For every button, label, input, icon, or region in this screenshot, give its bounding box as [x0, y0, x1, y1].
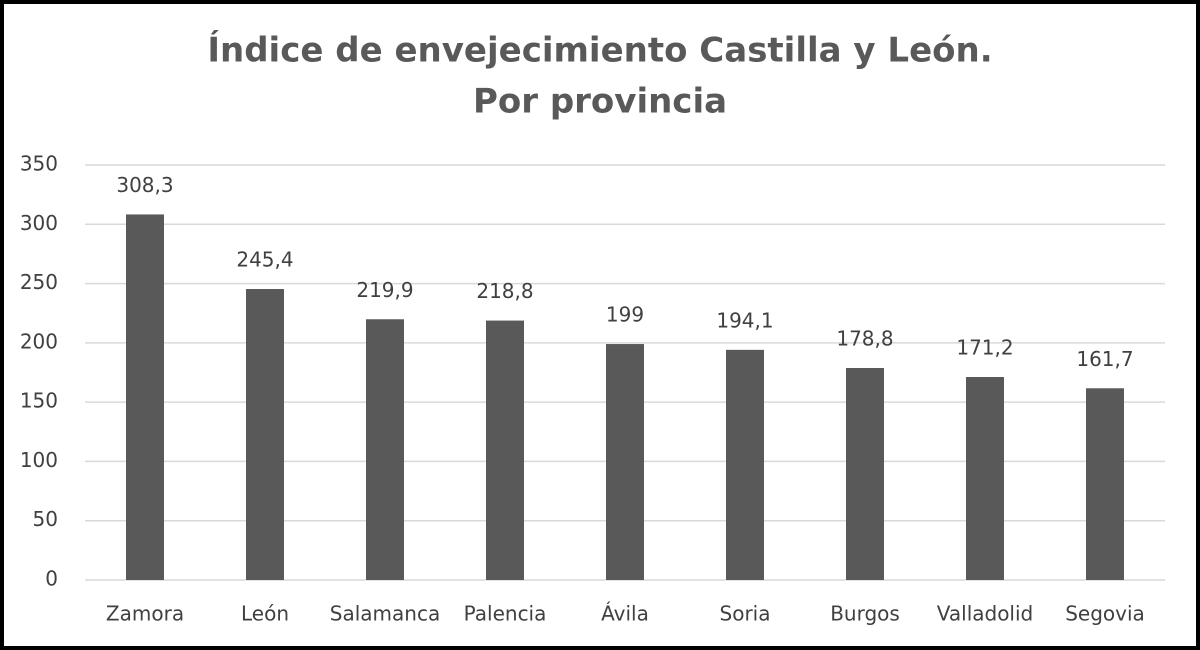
- chart-title: Por provincia: [473, 82, 727, 122]
- data-label: 161,7: [1076, 347, 1133, 371]
- x-tick-label: Soria: [720, 602, 771, 626]
- bar: [726, 349, 764, 580]
- y-tick-label: 150: [20, 389, 58, 413]
- bar: [486, 320, 524, 580]
- y-tick-label: 200: [20, 329, 58, 353]
- data-label: 308,3: [116, 173, 173, 197]
- bar: [606, 344, 644, 580]
- bar: [126, 214, 164, 581]
- x-tick-label: Segovia: [1065, 602, 1145, 626]
- bar: [1086, 388, 1124, 580]
- data-label: 199: [606, 303, 644, 327]
- x-tick-label: Palencia: [464, 602, 547, 626]
- data-label: 219,9: [356, 278, 413, 302]
- x-tick-label: Valladolid: [937, 602, 1034, 626]
- y-tick-label: 100: [20, 448, 58, 472]
- y-tick-label: 250: [20, 270, 58, 294]
- y-tick-label: 50: [33, 507, 58, 531]
- x-tick-label: Ávila: [601, 602, 649, 626]
- x-tick-label: Zamora: [106, 602, 184, 626]
- y-tick-label: 0: [45, 567, 58, 591]
- y-tick-label: 350: [20, 152, 58, 176]
- data-label: 178,8: [836, 326, 893, 350]
- bar: [246, 289, 284, 580]
- x-tick-label: Salamanca: [330, 602, 440, 626]
- data-label: 245,4: [236, 248, 293, 272]
- x-tick-label: León: [241, 602, 289, 626]
- data-label: 171,2: [956, 336, 1013, 360]
- chart-title: Índice de envejecimiento Castilla y León…: [207, 30, 992, 71]
- bar: [966, 377, 1004, 580]
- y-tick-label: 300: [20, 211, 58, 235]
- data-label: 194,1: [716, 308, 773, 332]
- bar: [846, 367, 884, 580]
- x-tick-label: Burgos: [830, 602, 900, 626]
- data-label: 218,8: [476, 279, 533, 303]
- bar: [366, 319, 404, 580]
